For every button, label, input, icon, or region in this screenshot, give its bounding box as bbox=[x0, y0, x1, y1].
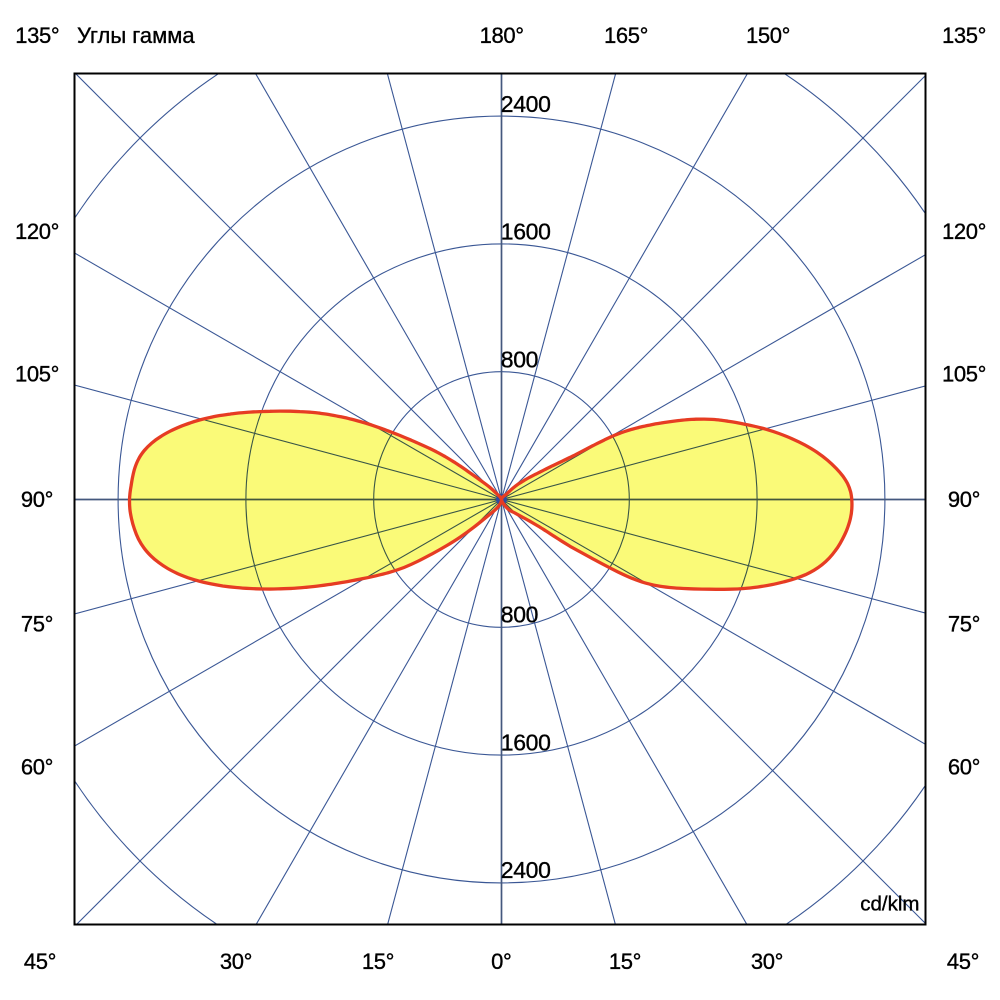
svg-text:150°: 150° bbox=[746, 23, 790, 48]
svg-text:800: 800 bbox=[501, 346, 538, 372]
svg-text:Углы гамма: Углы гамма bbox=[77, 23, 195, 48]
svg-text:30°: 30° bbox=[220, 949, 252, 974]
svg-text:45°: 45° bbox=[24, 949, 56, 974]
svg-text:30°: 30° bbox=[751, 949, 783, 974]
svg-text:165°: 165° bbox=[604, 23, 648, 48]
svg-text:135°: 135° bbox=[942, 23, 986, 48]
svg-text:cd/klm: cd/klm bbox=[860, 893, 919, 916]
svg-text:800: 800 bbox=[501, 602, 538, 628]
svg-text:0°: 0° bbox=[491, 949, 511, 974]
svg-text:135°: 135° bbox=[15, 23, 59, 48]
svg-text:105°: 105° bbox=[15, 362, 59, 387]
svg-text:120°: 120° bbox=[15, 219, 59, 244]
svg-text:1600: 1600 bbox=[501, 219, 551, 245]
svg-text:60°: 60° bbox=[21, 754, 53, 779]
svg-text:180°: 180° bbox=[480, 23, 524, 48]
svg-text:90°: 90° bbox=[948, 487, 980, 512]
svg-text:90°: 90° bbox=[21, 487, 53, 512]
svg-text:120°: 120° bbox=[942, 219, 986, 244]
svg-text:2400: 2400 bbox=[501, 91, 551, 117]
svg-text:45°: 45° bbox=[947, 949, 979, 974]
svg-text:2400: 2400 bbox=[501, 857, 551, 883]
svg-text:1600: 1600 bbox=[501, 729, 551, 755]
svg-text:105°: 105° bbox=[942, 362, 986, 387]
svg-text:60°: 60° bbox=[948, 754, 980, 779]
svg-text:75°: 75° bbox=[21, 612, 53, 637]
svg-text:75°: 75° bbox=[948, 612, 980, 637]
svg-text:15°: 15° bbox=[609, 949, 641, 974]
svg-text:15°: 15° bbox=[362, 949, 394, 974]
